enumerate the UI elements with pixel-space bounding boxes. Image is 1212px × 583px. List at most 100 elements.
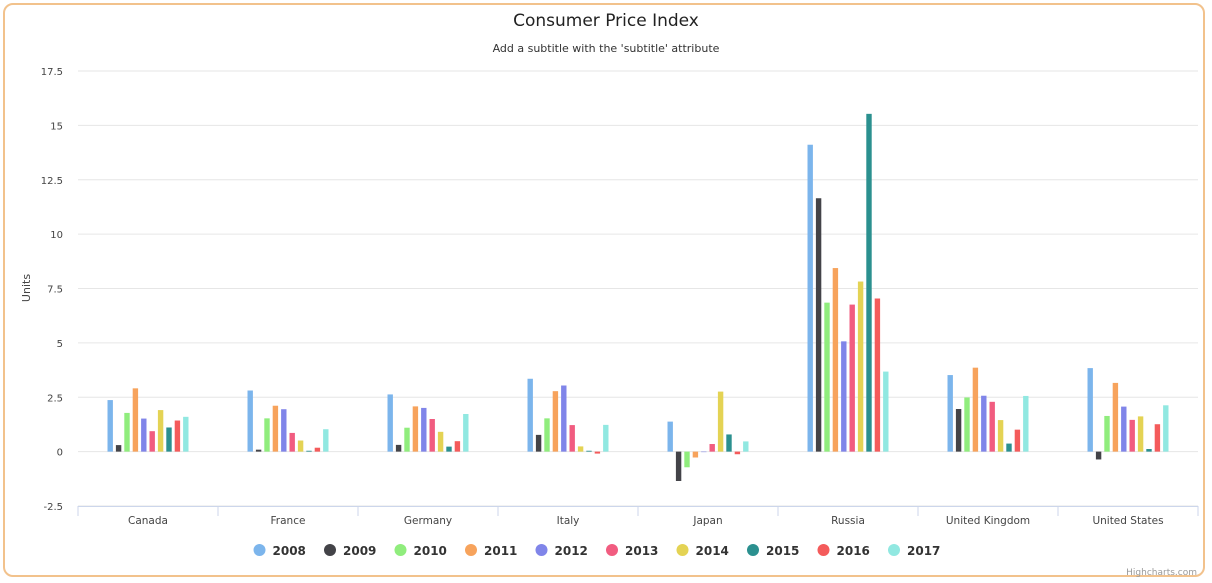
bar-2017-united-kingdom[interactable] — [1023, 395, 1029, 452]
y-tick-label: 2.5 — [47, 393, 63, 404]
bar-2016-germany[interactable] — [454, 441, 461, 452]
legend-item-2011[interactable]: 2011 — [465, 544, 517, 558]
bar-2011-united-kingdom[interactable] — [972, 367, 979, 452]
bar-2015-canada[interactable] — [166, 427, 172, 452]
bar-2011-france[interactable] — [272, 405, 279, 452]
bar-2015-russia[interactable] — [866, 113, 872, 452]
bar-2017-united-states[interactable] — [1163, 405, 1169, 452]
legend-item-2014[interactable]: 2014 — [676, 544, 729, 558]
bar-2008-russia[interactable] — [807, 144, 813, 452]
bar-2011-japan[interactable] — [692, 451, 699, 458]
bar-2015-united-kingdom[interactable] — [1006, 443, 1012, 452]
bar-2015-france[interactable] — [306, 450, 312, 452]
bar-2012-canada[interactable] — [141, 418, 147, 452]
bar-2012-united-kingdom[interactable] — [981, 395, 987, 452]
bar-2008-japan[interactable] — [667, 421, 673, 452]
chart-container — [3, 3, 1205, 577]
legend-label: 2012 — [555, 544, 588, 558]
bar-2013-russia[interactable] — [849, 304, 855, 452]
bar-2010-russia[interactable] — [824, 302, 830, 452]
bar-2008-italy[interactable] — [527, 378, 533, 452]
bar-2012-france[interactable] — [281, 409, 287, 452]
bar-2016-france[interactable] — [314, 447, 321, 452]
bar-2013-france[interactable] — [289, 432, 295, 452]
bar-2014-japan[interactable] — [717, 391, 724, 452]
bar-2009-united-states[interactable] — [1095, 451, 1102, 460]
legend-item-2010[interactable]: 2010 — [394, 544, 447, 558]
bar-2013-united-kingdom[interactable] — [989, 401, 995, 452]
bar-2012-russia[interactable] — [841, 341, 847, 452]
y-tick-label: 10 — [50, 230, 63, 241]
bar-2009-united-kingdom[interactable] — [955, 408, 962, 452]
bar-2015-japan[interactable] — [726, 434, 732, 452]
bar-2009-france[interactable] — [255, 449, 262, 452]
bar-2009-italy[interactable] — [535, 434, 542, 452]
bar-2016-canada[interactable] — [174, 420, 181, 452]
bar-2016-united-states[interactable] — [1154, 424, 1161, 452]
bar-2017-germany[interactable] — [463, 413, 469, 452]
bar-2009-russia[interactable] — [815, 198, 822, 452]
bar-2010-france[interactable] — [264, 418, 270, 452]
bar-2015-italy[interactable] — [586, 450, 592, 452]
bar-2017-italy[interactable] — [603, 424, 609, 452]
x-tick-label: United Kingdom — [946, 515, 1030, 527]
bar-2016-united-kingdom[interactable] — [1014, 429, 1021, 452]
bar-2008-france[interactable] — [247, 390, 253, 452]
bar-2017-france[interactable] — [323, 429, 329, 452]
bar-2011-russia[interactable] — [832, 268, 839, 452]
legend-item-2016[interactable]: 2016 — [817, 544, 870, 558]
bar-2008-united-kingdom[interactable] — [947, 375, 953, 452]
bar-2014-france[interactable] — [297, 440, 304, 452]
credits-link[interactable]: Highcharts.com — [1126, 568, 1197, 578]
bar-2012-italy[interactable] — [561, 385, 567, 452]
bar-2010-germany[interactable] — [404, 427, 410, 452]
legend-item-2009[interactable]: 2009 — [324, 544, 376, 558]
bar-2008-canada[interactable] — [107, 400, 113, 452]
bar-2010-italy[interactable] — [544, 418, 550, 452]
bar-2012-germany[interactable] — [421, 407, 427, 452]
bar-2009-japan[interactable] — [675, 451, 682, 481]
bar-2013-italy[interactable] — [569, 425, 575, 452]
legend-item-2015[interactable]: 2015 — [747, 544, 799, 558]
bar-2014-russia[interactable] — [857, 281, 864, 452]
bar-2013-united-states[interactable] — [1129, 419, 1135, 452]
bar-2011-united-states[interactable] — [1112, 382, 1119, 452]
bar-2017-canada[interactable] — [183, 416, 189, 452]
bar-2017-japan[interactable] — [743, 441, 749, 452]
bar-2015-germany[interactable] — [446, 446, 452, 452]
bar-2013-canada[interactable] — [149, 431, 155, 452]
bar-2010-united-states[interactable] — [1104, 415, 1110, 452]
legend-marker — [535, 544, 548, 556]
x-tick-label: United States — [1092, 515, 1163, 527]
bar-2014-united-states[interactable] — [1137, 416, 1144, 452]
bar-2011-italy[interactable] — [552, 391, 559, 452]
bar-2014-united-kingdom[interactable] — [997, 420, 1004, 452]
bar-2016-italy[interactable] — [594, 451, 601, 454]
bar-2008-germany[interactable] — [387, 394, 393, 452]
bar-2014-germany[interactable] — [437, 431, 444, 452]
bar-2013-japan[interactable] — [709, 444, 715, 452]
bar-2015-united-states[interactable] — [1146, 449, 1152, 452]
legend-item-2013[interactable]: 2013 — [606, 544, 658, 558]
legend-item-2017[interactable]: 2017 — [888, 544, 940, 558]
bar-2016-japan[interactable] — [734, 451, 741, 455]
legend-item-2012[interactable]: 2012 — [535, 544, 588, 558]
x-tick-label: Japan — [692, 515, 722, 527]
chart-title: Consumer Price Index — [513, 11, 699, 31]
bar-2016-russia[interactable] — [874, 298, 881, 452]
bar-2010-japan[interactable] — [684, 451, 690, 468]
bar-2011-canada[interactable] — [132, 388, 139, 452]
bar-2009-germany[interactable] — [395, 444, 402, 452]
bar-2011-germany[interactable] — [412, 406, 419, 452]
bar-2010-united-kingdom[interactable] — [964, 397, 970, 452]
bar-2010-canada[interactable] — [124, 412, 130, 452]
bar-2012-united-states[interactable] — [1121, 406, 1127, 452]
bar-2017-russia[interactable] — [883, 371, 889, 452]
bar-2014-italy[interactable] — [577, 446, 584, 452]
legend-item-2008[interactable]: 2008 — [253, 544, 306, 558]
bar-2014-canada[interactable] — [157, 410, 164, 452]
bar-2008-united-states[interactable] — [1087, 368, 1093, 452]
bar-2012-japan[interactable] — [701, 451, 707, 453]
bar-2013-germany[interactable] — [429, 419, 435, 452]
bar-2009-canada[interactable] — [115, 445, 122, 452]
